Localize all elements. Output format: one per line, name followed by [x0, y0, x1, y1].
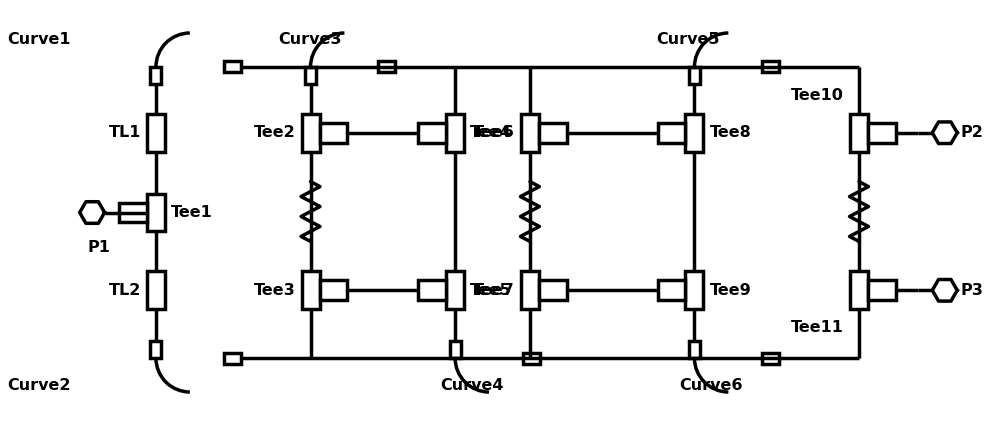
Bar — [689, 67, 700, 84]
Bar — [150, 67, 161, 84]
Bar — [685, 114, 703, 152]
Text: Tee1: Tee1 — [171, 205, 213, 220]
Text: Tee11: Tee11 — [791, 320, 844, 335]
Bar — [868, 123, 896, 143]
Bar — [147, 194, 165, 232]
Text: Tee2: Tee2 — [254, 125, 296, 140]
Text: Curve2: Curve2 — [7, 378, 71, 393]
Bar — [850, 114, 868, 152]
Bar — [150, 341, 161, 358]
Bar — [224, 352, 241, 364]
Bar — [305, 67, 316, 84]
Text: Tee3: Tee3 — [254, 283, 296, 298]
Text: P3: P3 — [961, 283, 984, 298]
Bar — [762, 352, 779, 364]
Text: Tee6: Tee6 — [473, 125, 515, 140]
Bar — [658, 280, 685, 300]
Bar — [147, 271, 165, 309]
Bar — [539, 280, 567, 300]
Text: Tee5: Tee5 — [470, 283, 512, 298]
Bar — [378, 61, 395, 72]
Text: P2: P2 — [961, 125, 984, 140]
Bar — [450, 341, 461, 358]
Bar — [521, 271, 539, 309]
Text: Curve3: Curve3 — [279, 32, 342, 47]
Text: TL2: TL2 — [109, 283, 141, 298]
Bar — [868, 280, 896, 300]
Text: P1: P1 — [87, 240, 110, 255]
Text: Curve4: Curve4 — [440, 378, 504, 393]
Bar — [418, 123, 446, 143]
Text: Tee7: Tee7 — [473, 283, 515, 298]
Bar — [320, 280, 347, 300]
Bar — [523, 352, 540, 364]
Bar — [418, 280, 446, 300]
Bar — [302, 271, 320, 309]
Bar — [224, 61, 241, 72]
Text: Curve6: Curve6 — [680, 378, 743, 393]
Bar — [539, 123, 567, 143]
Text: Curve5: Curve5 — [657, 32, 720, 47]
Bar — [446, 114, 464, 152]
Text: Tee8: Tee8 — [709, 125, 751, 140]
Text: Tee10: Tee10 — [791, 88, 844, 103]
Bar — [302, 114, 320, 152]
Bar — [685, 271, 703, 309]
Bar — [762, 61, 779, 72]
Bar — [446, 271, 464, 309]
Bar — [119, 203, 147, 223]
Bar — [320, 123, 347, 143]
Bar — [521, 114, 539, 152]
Bar — [689, 341, 700, 358]
Text: Tee4: Tee4 — [470, 125, 512, 140]
Text: Curve1: Curve1 — [7, 32, 71, 47]
Bar — [147, 114, 165, 152]
Bar — [658, 123, 685, 143]
Bar — [850, 271, 868, 309]
Text: TL1: TL1 — [109, 125, 141, 140]
Text: Tee9: Tee9 — [709, 283, 751, 298]
